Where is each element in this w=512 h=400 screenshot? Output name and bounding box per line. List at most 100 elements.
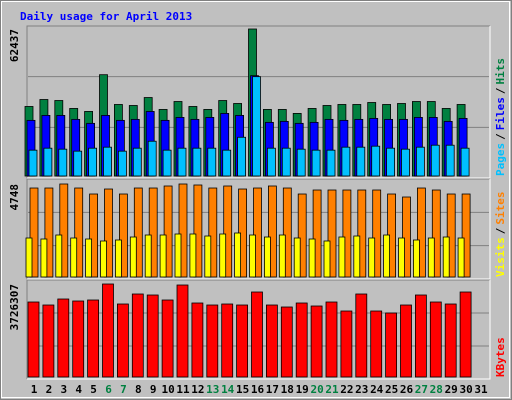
x-tick-label: 28 bbox=[430, 383, 443, 396]
bar bbox=[144, 234, 152, 278]
bar bbox=[414, 294, 427, 378]
x-tick-label: 8 bbox=[135, 383, 142, 396]
bar bbox=[162, 149, 172, 177]
bar bbox=[459, 291, 472, 378]
bar bbox=[297, 193, 307, 278]
bar bbox=[398, 237, 405, 278]
bar bbox=[325, 301, 338, 378]
bar bbox=[234, 232, 242, 278]
x-tick-label: 6 bbox=[105, 383, 112, 396]
bar bbox=[119, 193, 128, 278]
bar bbox=[416, 187, 426, 278]
bar bbox=[74, 187, 84, 278]
bar bbox=[27, 301, 40, 378]
x-tick-label: 21 bbox=[325, 383, 339, 396]
bar bbox=[353, 235, 361, 278]
bar bbox=[293, 237, 301, 278]
bar bbox=[461, 193, 471, 278]
bar bbox=[193, 184, 203, 278]
bar bbox=[266, 147, 276, 177]
chart-title: Daily usage for April 2013 bbox=[20, 10, 192, 23]
bar bbox=[385, 312, 398, 378]
bar bbox=[312, 189, 322, 278]
bar bbox=[372, 189, 382, 278]
y-tick-label: 62437 bbox=[8, 29, 21, 62]
bar bbox=[207, 147, 217, 177]
bar bbox=[221, 303, 234, 378]
bar bbox=[115, 239, 122, 278]
bar bbox=[206, 304, 219, 378]
bar bbox=[43, 147, 53, 177]
x-tick-label: 17 bbox=[266, 383, 279, 396]
bar bbox=[267, 185, 277, 278]
bar bbox=[25, 237, 33, 278]
bar bbox=[383, 234, 391, 278]
bar bbox=[308, 238, 316, 278]
bar bbox=[70, 237, 78, 278]
bar bbox=[118, 150, 127, 177]
x-tick-label: 22 bbox=[340, 383, 353, 396]
bar bbox=[326, 149, 336, 177]
bar bbox=[457, 237, 465, 278]
bar bbox=[386, 147, 396, 177]
bar bbox=[237, 136, 247, 177]
bar bbox=[295, 302, 308, 378]
bar bbox=[445, 144, 455, 177]
x-tick-label: 29 bbox=[445, 383, 458, 396]
x-tick-label: 5 bbox=[90, 383, 97, 396]
bar bbox=[85, 238, 92, 278]
legend-entry: Sites bbox=[494, 192, 507, 225]
bar bbox=[191, 302, 204, 378]
bar bbox=[356, 146, 366, 177]
x-tick-label: 10 bbox=[161, 383, 174, 396]
bar bbox=[104, 188, 113, 278]
bar bbox=[146, 294, 159, 378]
bar bbox=[323, 240, 331, 278]
legend-entry: Hits bbox=[494, 58, 507, 85]
legend-entry: Pages bbox=[494, 143, 507, 176]
x-tick-label: 23 bbox=[355, 383, 368, 396]
bar bbox=[371, 145, 381, 177]
bar bbox=[370, 310, 383, 378]
x-tick-label: 9 bbox=[150, 383, 157, 396]
x-tick-label: 18 bbox=[281, 383, 294, 396]
panel-bevel bbox=[26, 279, 490, 379]
bar bbox=[236, 304, 249, 378]
bar bbox=[147, 140, 157, 177]
x-tick-label: 16 bbox=[251, 383, 265, 396]
bar bbox=[296, 148, 306, 177]
bar bbox=[341, 146, 351, 177]
bar bbox=[163, 185, 173, 278]
x-tick-label: 2 bbox=[46, 383, 53, 396]
bar bbox=[400, 304, 412, 378]
bar bbox=[280, 306, 293, 378]
bar bbox=[446, 193, 456, 278]
x-tick-label: 30 bbox=[459, 383, 472, 396]
x-tick-label: 12 bbox=[191, 383, 204, 396]
bar bbox=[204, 235, 212, 278]
bar bbox=[415, 146, 425, 177]
bar bbox=[252, 76, 261, 177]
legend-separator: / bbox=[494, 227, 507, 234]
bar bbox=[29, 187, 39, 278]
legend-separator: / bbox=[494, 87, 507, 94]
bar bbox=[278, 234, 286, 278]
x-tick-label: 15 bbox=[236, 383, 249, 396]
bar bbox=[310, 305, 323, 378]
bar bbox=[222, 149, 232, 177]
bar bbox=[357, 189, 367, 278]
bar bbox=[263, 236, 271, 278]
bar bbox=[40, 238, 48, 278]
bar bbox=[58, 148, 68, 177]
x-tick-label: 20 bbox=[310, 383, 323, 396]
bar bbox=[73, 150, 83, 177]
bar bbox=[28, 149, 38, 177]
bar bbox=[282, 187, 292, 278]
bar bbox=[174, 233, 182, 278]
bar bbox=[192, 147, 202, 177]
legend-entry: Files bbox=[494, 97, 507, 130]
x-tick-label: 31 bbox=[474, 383, 488, 396]
x-tick-label: 27 bbox=[415, 383, 428, 396]
